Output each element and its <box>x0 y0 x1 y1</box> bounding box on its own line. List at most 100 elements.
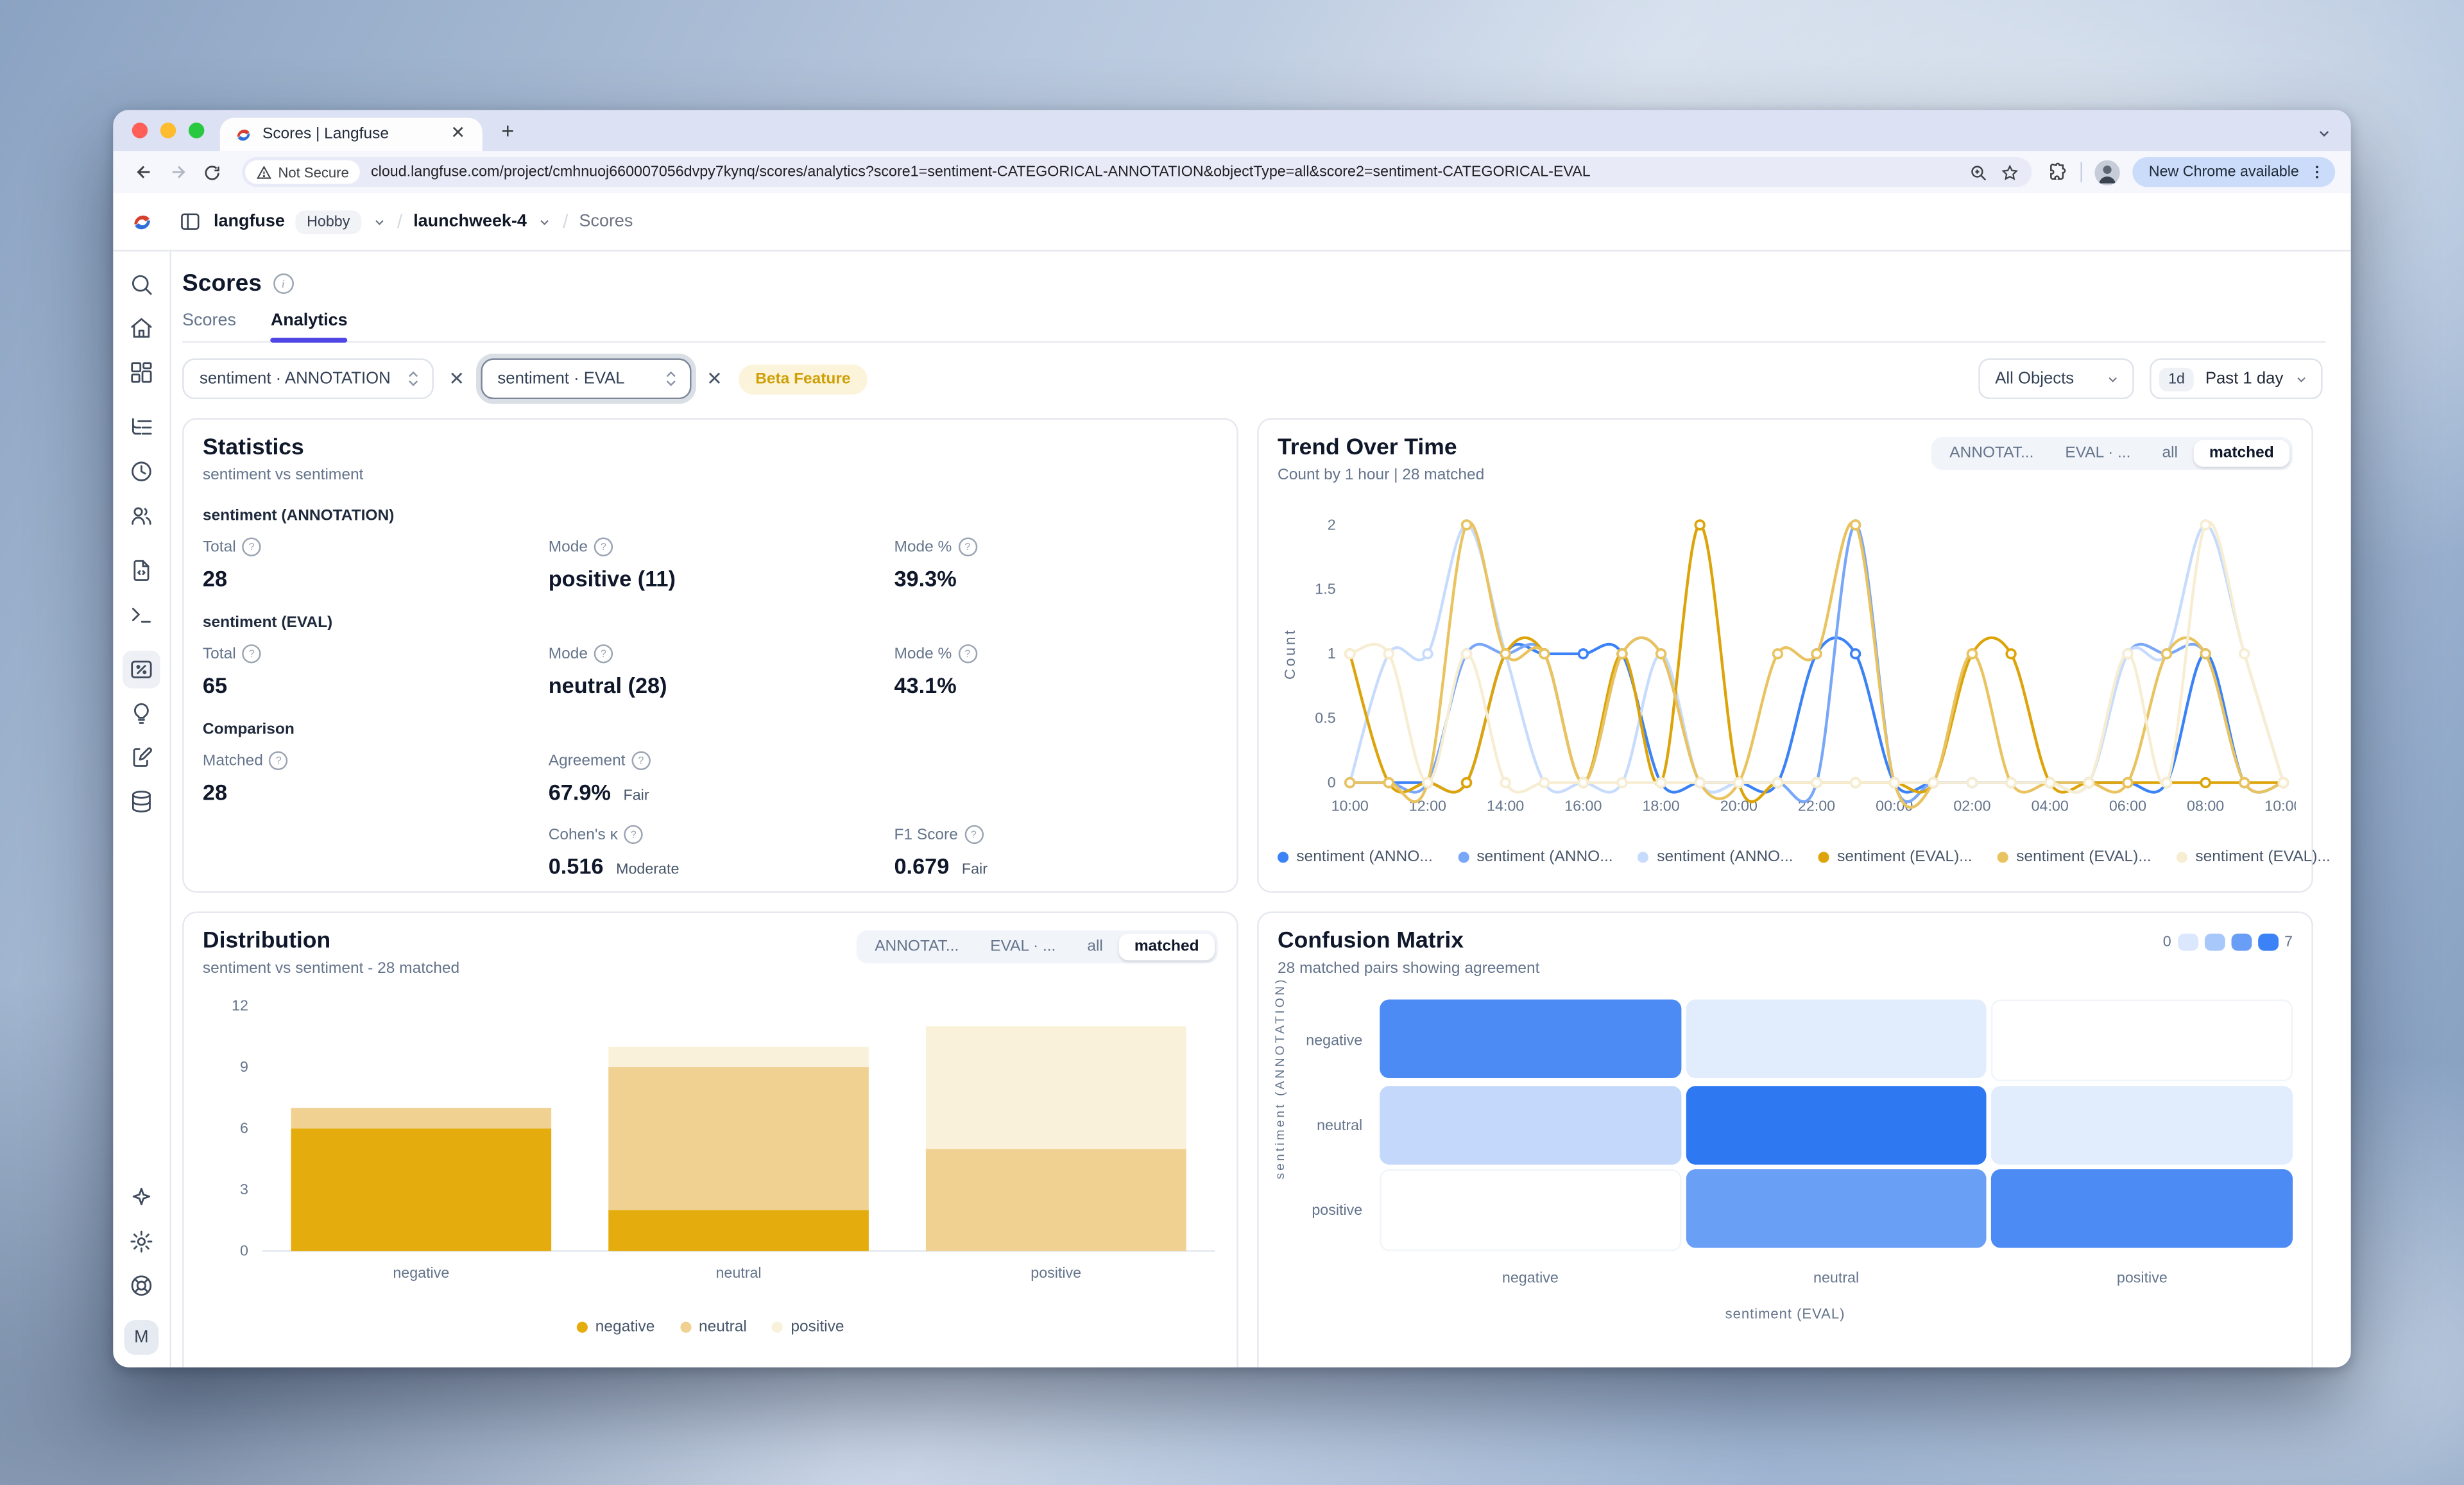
tab-search-chevron-icon[interactable] <box>2316 121 2332 150</box>
legend-item[interactable]: sentiment (ANNO... <box>1457 848 1613 866</box>
confusion-cell-neutral-positive[interactable] <box>1991 1086 2293 1165</box>
help-icon[interactable]: ? <box>631 751 651 771</box>
sidebar-item-playground[interactable] <box>123 596 160 633</box>
sidebar-item-datasets[interactable] <box>123 783 160 821</box>
breadcrumb-page[interactable]: Scores <box>579 212 633 232</box>
main-content: Scores i Scores Analytics sentiment · AN… <box>171 252 2351 1368</box>
help-icon[interactable]: ? <box>594 644 613 664</box>
profile-avatar[interactable] <box>2095 159 2121 185</box>
segment-eval-[interactable]: EVAL · ... <box>990 938 1056 956</box>
back-button[interactable] <box>129 158 157 186</box>
help-icon[interactable]: ? <box>958 644 977 664</box>
forward-button[interactable] <box>164 158 192 186</box>
confusion-cell-neutral-negative[interactable] <box>1380 1086 1681 1165</box>
metric-value: 65 <box>202 673 228 698</box>
zoom-icon[interactable] <box>1970 162 1989 181</box>
confusion-cell-positive-positive[interactable] <box>1991 1169 2293 1248</box>
segment-all[interactable]: all <box>1087 938 1103 956</box>
confusion-cell-positive-neutral[interactable] <box>1685 1169 1987 1248</box>
extensions-puzzle-icon[interactable] <box>2048 162 2069 182</box>
project-switcher-chevron-icon[interactable] <box>538 214 552 228</box>
metric-value: 43.1% <box>894 673 957 698</box>
project-name[interactable]: launchweek-4 <box>413 212 527 232</box>
address-bar[interactable]: Not Secure cloud.langfuse.com/project/cm… <box>242 157 2033 187</box>
section-annotation-heading: sentiment (ANNOTATION) <box>202 508 395 525</box>
legend-item[interactable]: negative <box>576 1319 654 1336</box>
legend-item[interactable]: sentiment (EVAL)... <box>2176 848 2331 866</box>
chrome-update-button[interactable]: New Chrome available <box>2133 157 2336 187</box>
distribution-legend: negative neutral positive <box>203 1319 1218 1336</box>
reload-button[interactable] <box>198 158 227 186</box>
confusion-cell-negative-positive[interactable] <box>1991 999 2293 1081</box>
segment-all[interactable]: all <box>2162 445 2178 463</box>
legend-item[interactable]: positive <box>772 1319 844 1336</box>
segment-annotat-[interactable]: ANNOTAT... <box>1949 445 2034 463</box>
legend-dot <box>1457 852 1469 863</box>
tab-analytics[interactable]: Analytics <box>270 311 348 343</box>
site-security-chip[interactable]: Not Secure <box>245 160 360 184</box>
legend-item[interactable]: sentiment (EVAL)... <box>1997 848 2152 866</box>
help-icon[interactable]: ? <box>964 825 984 845</box>
maximize-window-button[interactable] <box>188 123 205 139</box>
minimize-window-button[interactable] <box>160 123 176 139</box>
sidebar-item-sparkles[interactable] <box>123 1179 160 1217</box>
confusion-cell-positive-negative[interactable] <box>1380 1169 1681 1251</box>
sidebar-item-settings[interactable] <box>123 1223 160 1260</box>
metric-value: neutral (28) <box>548 673 667 698</box>
info-icon[interactable]: i <box>273 273 294 294</box>
legend-dot <box>576 1321 588 1333</box>
breadcrumb-separator: / <box>563 210 569 233</box>
user-avatar[interactable]: M <box>124 1320 159 1355</box>
sidebar-item-home[interactable] <box>123 309 160 347</box>
help-icon[interactable]: ? <box>269 751 289 771</box>
help-icon[interactable]: ? <box>242 644 261 664</box>
segment-matched[interactable]: matched <box>1118 933 1215 961</box>
sidebar-item-tracing[interactable] <box>123 409 160 447</box>
tab-scores[interactable]: Scores <box>182 311 236 330</box>
help-icon[interactable]: ? <box>242 537 261 556</box>
sidebar-item-sessions[interactable] <box>123 452 160 490</box>
score2-select[interactable]: sentiment · EVAL <box>480 358 691 400</box>
object-type-select[interactable]: All Objects <box>1978 358 2134 400</box>
close-window-button[interactable] <box>132 123 148 139</box>
sidebar-item-annotation[interactable] <box>123 739 160 777</box>
sidebar-item-search[interactable] <box>123 266 160 304</box>
browser-tab[interactable]: Scores | Langfuse ✕ <box>219 117 483 151</box>
legend-item[interactable]: sentiment (ANNO... <box>1638 848 1793 866</box>
help-icon[interactable]: ? <box>958 537 977 556</box>
segment-eval-[interactable]: EVAL · ... <box>2065 445 2131 463</box>
sidebar-item-prompts[interactable] <box>123 552 160 590</box>
tab-close-icon[interactable]: ✕ <box>450 124 465 143</box>
remove-score2-button[interactable]: ✕ <box>706 368 723 390</box>
bookmark-star-icon[interactable] <box>2001 162 2020 181</box>
sidebar-item-support[interactable] <box>123 1267 160 1305</box>
confusion-cell-negative-neutral[interactable] <box>1685 999 1987 1079</box>
help-icon[interactable]: ? <box>624 825 644 845</box>
legend-item[interactable]: neutral <box>680 1319 747 1336</box>
legend-item[interactable]: sentiment (ANNO... <box>1278 848 1433 866</box>
chevron-down-icon <box>2295 372 2309 386</box>
sidebar-item-scores[interactable] <box>123 650 160 689</box>
score1-select[interactable]: sentiment · ANNOTATION <box>182 358 433 400</box>
sidebar-item-dashboards[interactable] <box>123 354 160 391</box>
org-switcher-chevron-icon[interactable] <box>372 214 386 228</box>
new-tab-button[interactable]: + <box>501 117 515 143</box>
segment-annotat-[interactable]: ANNOTAT... <box>875 938 959 956</box>
kebab-menu-icon[interactable] <box>2309 164 2326 181</box>
sparkles-icon <box>132 1187 151 1206</box>
time-range-select[interactable]: 1d Past 1 day <box>2149 358 2323 400</box>
remove-score1-button[interactable]: ✕ <box>449 368 465 390</box>
segment-matched[interactable]: matched <box>2193 440 2290 467</box>
confusion-cell-negative-negative[interactable] <box>1380 999 1681 1079</box>
sidebar-collapse-icon[interactable] <box>179 210 201 232</box>
org-name[interactable]: langfuse <box>214 212 285 232</box>
sidebar-item-users[interactable] <box>123 497 160 535</box>
legend-item[interactable]: sentiment (EVAL)... <box>1818 848 1972 866</box>
confusion-cell-neutral-neutral[interactable] <box>1685 1086 1987 1165</box>
metric-value: 28 <box>202 779 228 805</box>
help-icon[interactable]: ? <box>594 537 613 556</box>
updown-chevron-icon <box>406 370 419 388</box>
svg-text:12: 12 <box>232 997 248 1014</box>
sidebar-item-evaluators[interactable] <box>123 694 160 732</box>
